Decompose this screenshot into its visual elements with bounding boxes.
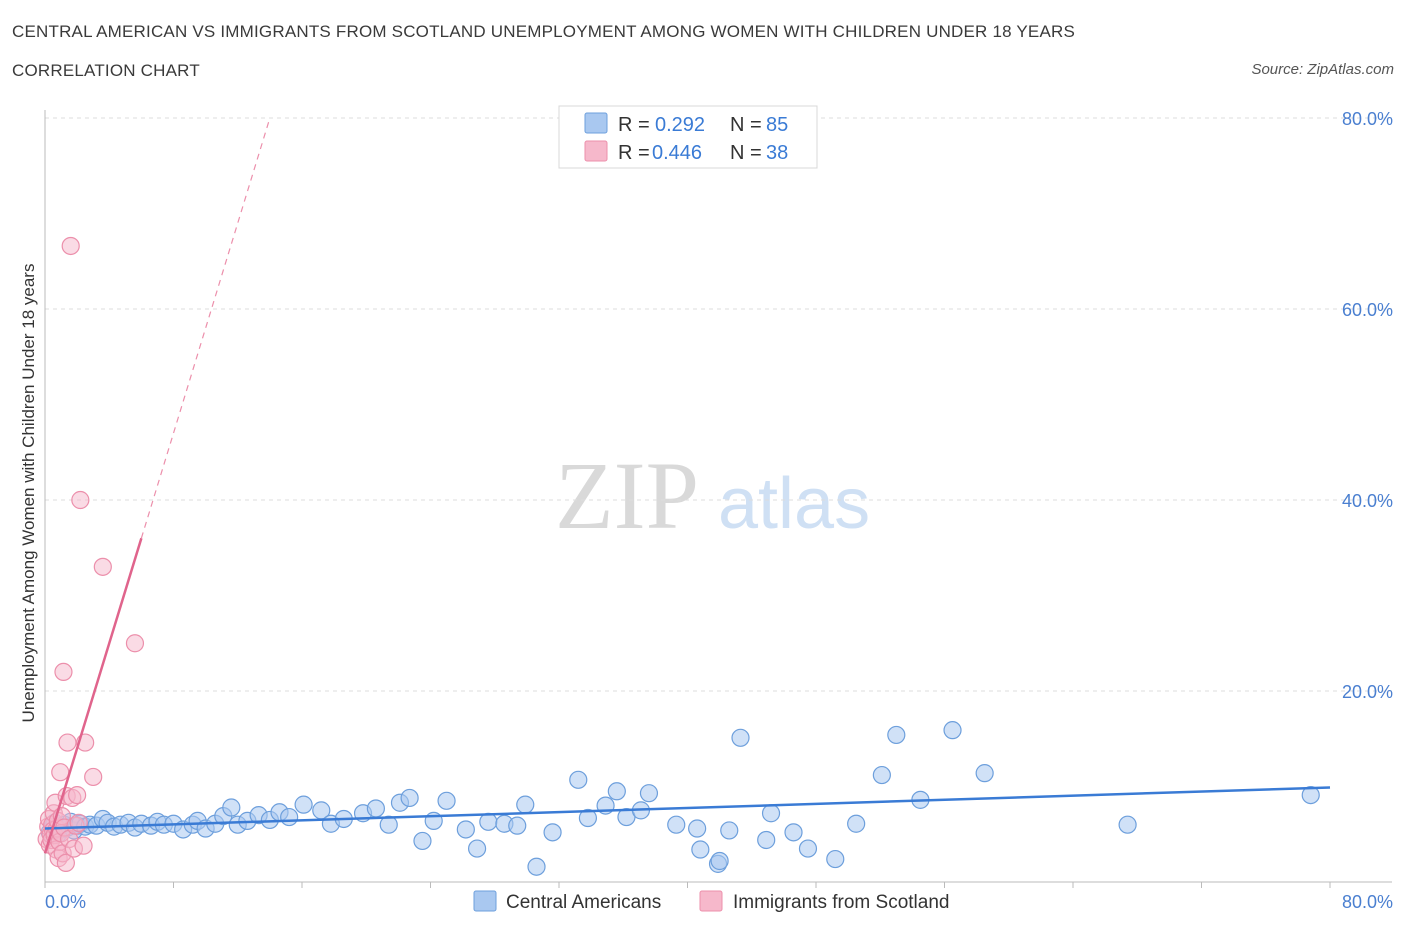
point-central-americans	[456, 820, 475, 839]
legend-bottom-label-central-americans: Central Americans	[506, 892, 661, 913]
point-central-americans	[720, 821, 739, 840]
point-central-americans	[731, 728, 750, 747]
legend-r-value-1: 0.292	[655, 114, 705, 136]
point-central-americans	[710, 851, 729, 871]
watermark-atlas: atlas	[718, 464, 870, 544]
point-central-americans	[1301, 785, 1320, 805]
point-central-americans	[757, 830, 776, 850]
legend-n-label-2: N =	[730, 142, 762, 164]
point-immigrants-from-scotland	[74, 836, 93, 855]
y-axis-label: Unemployment Among Women with Children U…	[19, 264, 38, 723]
point-immigrants-from-scotland	[54, 662, 73, 682]
series-immigrants-from-scotland	[37, 236, 145, 873]
point-central-americans	[294, 795, 313, 814]
grid	[45, 117, 1392, 692]
point-central-americans	[467, 839, 487, 858]
trend-lines	[43, 117, 1331, 854]
watermark-zip: ZIP	[555, 442, 699, 549]
legend-r-value-2: 0.446	[652, 142, 702, 164]
point-central-americans	[1118, 815, 1137, 834]
point-central-americans	[400, 788, 419, 808]
point-central-americans	[607, 782, 626, 801]
y-tick-label: 20.0%	[1342, 682, 1393, 702]
legend-n-value-1: 85	[766, 114, 788, 136]
point-immigrants-from-scotland	[84, 767, 103, 787]
point-central-americans	[508, 816, 527, 835]
point-immigrants-from-scotland	[71, 490, 90, 510]
series-central-americans	[40, 721, 1320, 876]
legend-n-label-1: N =	[730, 114, 762, 136]
point-central-americans	[688, 819, 707, 838]
trend-line-immigrants-from-scotland-extrapolated	[140, 117, 271, 539]
point-central-americans	[527, 857, 546, 876]
point-central-americans	[847, 814, 866, 833]
point-immigrants-from-scotland	[125, 634, 145, 653]
point-central-americans	[943, 721, 962, 740]
point-central-americans	[569, 770, 588, 789]
point-central-americans	[667, 815, 686, 834]
point-central-americans	[413, 831, 432, 851]
legend-r-label-2: R =	[618, 142, 650, 164]
x-tick-label-min: 0.0%	[45, 892, 86, 912]
legend-n-value-2: 38	[766, 142, 788, 164]
axes	[44, 110, 1392, 888]
point-immigrants-from-scotland	[61, 236, 80, 256]
point-central-americans	[872, 765, 891, 785]
point-immigrants-from-scotland	[56, 853, 75, 873]
y-tick-label: 60.0%	[1342, 300, 1393, 320]
point-immigrants-from-scotland	[58, 733, 77, 752]
legend-bottom-swatch-pink	[699, 890, 723, 912]
point-central-americans	[826, 849, 845, 869]
point-central-americans	[639, 784, 659, 803]
point-central-americans	[691, 840, 710, 859]
point-central-americans	[366, 799, 385, 818]
legend-bottom-swatch-blue	[473, 890, 497, 912]
legend-swatch-blue	[584, 112, 608, 134]
legend-bottom-label-immigrants-from-scotland: Immigrants from Scotland	[733, 892, 949, 913]
source-credit: Source: ZipAtlas.com	[1251, 61, 1394, 78]
tick-labels: 20.0% 40.0% 60.0% 80.0% 0.0% 80.0%	[45, 109, 1393, 912]
legend-top: R = 0.292 N = 85 R = 0.446 N = 38	[558, 105, 818, 169]
point-central-americans	[975, 764, 994, 783]
y-tick-label: 80.0%	[1342, 109, 1393, 129]
trend-line-immigrants-from-scotland	[43, 537, 143, 854]
point-central-americans	[479, 812, 498, 831]
legend-r-label-1: R =	[618, 114, 650, 136]
point-central-americans	[761, 804, 781, 823]
point-central-americans	[798, 839, 818, 858]
legend-bottom: Central Americans Immigrants from Scotla…	[473, 890, 949, 913]
point-central-americans	[516, 795, 535, 814]
y-tick-label: 40.0%	[1342, 491, 1393, 511]
point-central-americans	[280, 807, 299, 827]
x-tick-label-max: 80.0%	[1342, 892, 1393, 912]
chart-subtitle: CORRELATION CHART	[12, 61, 200, 80]
watermark: ZIP atlas	[555, 442, 870, 549]
point-central-americans	[784, 823, 803, 842]
point-central-americans	[222, 798, 241, 817]
point-immigrants-from-scotland	[68, 785, 87, 805]
point-central-americans	[543, 823, 562, 842]
legend-swatch-pink	[584, 140, 608, 162]
point-immigrants-from-scotland	[51, 763, 70, 782]
point-central-americans	[887, 725, 906, 745]
point-central-americans	[578, 808, 598, 828]
point-immigrants-from-scotland	[93, 557, 112, 576]
point-central-americans	[437, 791, 456, 810]
chart-title: CENTRAL AMERICAN VS IMMIGRANTS FROM SCOT…	[12, 22, 1076, 41]
trend-line-central-americans	[44, 786, 1331, 830]
point-central-americans	[379, 815, 398, 834]
